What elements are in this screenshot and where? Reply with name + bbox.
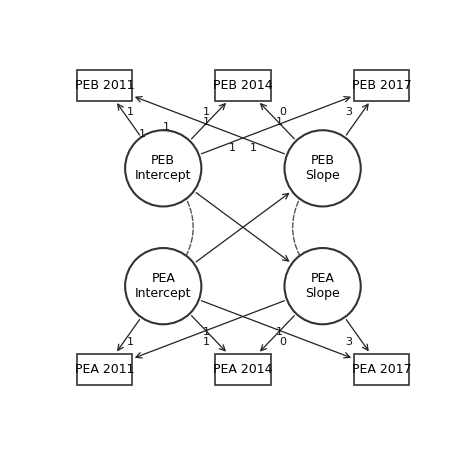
Text: 1: 1 bbox=[203, 117, 210, 127]
Text: 1: 1 bbox=[250, 143, 257, 153]
FancyBboxPatch shape bbox=[77, 354, 132, 385]
Text: 1: 1 bbox=[139, 129, 146, 139]
Text: 3: 3 bbox=[345, 338, 352, 347]
Text: 0: 0 bbox=[279, 338, 286, 347]
Text: PEA 2011: PEA 2011 bbox=[74, 363, 134, 376]
Text: PEA
Intercept: PEA Intercept bbox=[135, 272, 191, 300]
FancyBboxPatch shape bbox=[354, 354, 409, 385]
FancyBboxPatch shape bbox=[215, 70, 271, 101]
Text: 1: 1 bbox=[203, 338, 210, 347]
Text: PEB 2017: PEB 2017 bbox=[352, 79, 411, 92]
Text: PEB
Intercept: PEB Intercept bbox=[135, 154, 191, 182]
Text: 1: 1 bbox=[203, 327, 210, 337]
Text: 1: 1 bbox=[229, 143, 236, 153]
Text: PEA 2014: PEA 2014 bbox=[213, 363, 273, 376]
Text: PEA 2017: PEA 2017 bbox=[352, 363, 411, 376]
Ellipse shape bbox=[284, 130, 361, 207]
Ellipse shape bbox=[284, 248, 361, 324]
Text: PEB
Slope: PEB Slope bbox=[305, 154, 340, 182]
FancyBboxPatch shape bbox=[77, 70, 132, 101]
Text: 1: 1 bbox=[276, 327, 283, 337]
Ellipse shape bbox=[125, 248, 201, 324]
FancyBboxPatch shape bbox=[354, 70, 409, 101]
Text: 1: 1 bbox=[276, 117, 283, 127]
Text: 1: 1 bbox=[127, 338, 134, 347]
Text: 1: 1 bbox=[163, 122, 170, 132]
Text: PEB 2011: PEB 2011 bbox=[74, 79, 134, 92]
Text: PEA
Slope: PEA Slope bbox=[305, 272, 340, 300]
Ellipse shape bbox=[125, 130, 201, 207]
Text: 1: 1 bbox=[127, 107, 134, 117]
Text: PEB 2014: PEB 2014 bbox=[213, 79, 273, 92]
Text: 3: 3 bbox=[345, 107, 352, 117]
FancyBboxPatch shape bbox=[215, 354, 271, 385]
Text: 1: 1 bbox=[203, 107, 210, 117]
Text: 0: 0 bbox=[279, 107, 286, 117]
